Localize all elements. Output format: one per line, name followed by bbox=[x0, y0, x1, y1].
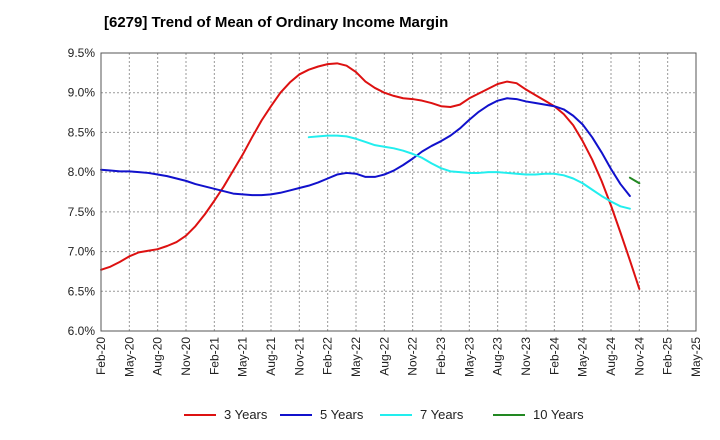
legend-label: 3 Years bbox=[224, 407, 268, 422]
x-tick-label: May-24 bbox=[576, 337, 590, 377]
axes-layer: 6.0% 6.5% 7.0% 7.5% 8.0% 8.5% 9.0% 9.5% Feb-20 Ma… bbox=[68, 46, 703, 377]
y-tick-label: 8.0% bbox=[68, 165, 96, 179]
y-tick-label: 8.5% bbox=[68, 125, 96, 139]
y-tick-label: 9.5% bbox=[68, 46, 96, 60]
x-tick-label: Feb-22 bbox=[321, 337, 335, 375]
x-tick-label: Nov-20 bbox=[179, 337, 193, 376]
legend-label: 5 Years bbox=[320, 407, 364, 422]
x-tick-label: Aug-23 bbox=[491, 337, 505, 376]
y-tick-label: 6.0% bbox=[68, 324, 96, 338]
x-tick-label: Feb-21 bbox=[207, 337, 221, 375]
x-tick-label: Nov-23 bbox=[519, 337, 533, 376]
x-tick-label: May-21 bbox=[236, 337, 250, 377]
x-tick-label: Feb-24 bbox=[547, 337, 561, 375]
x-tick-label: Aug-21 bbox=[264, 337, 278, 376]
series-line-10-years bbox=[628, 176, 641, 185]
x-tick-label: Aug-24 bbox=[604, 337, 618, 376]
x-tick-label: Aug-22 bbox=[377, 337, 391, 376]
x-tick-label: Nov-21 bbox=[292, 337, 306, 376]
legend-layer: 3 Years 5 Years 7 Years 10 Years bbox=[184, 407, 584, 422]
plot-frame bbox=[100, 52, 697, 332]
legend-label: 10 Years bbox=[533, 407, 584, 422]
x-tick-label: Nov-22 bbox=[406, 337, 420, 376]
y-tick-label: 7.0% bbox=[68, 245, 96, 259]
x-tick-label: May-20 bbox=[122, 337, 136, 377]
series-line-5-years bbox=[100, 97, 631, 197]
x-tick-label: Feb-25 bbox=[661, 337, 675, 375]
x-tick-label: May-22 bbox=[349, 337, 363, 377]
series-line-7-years bbox=[307, 134, 631, 210]
x-tick-label: Feb-23 bbox=[434, 337, 448, 375]
x-tick-label: Feb-20 bbox=[94, 337, 108, 375]
legend-label: 7 Years bbox=[420, 407, 464, 422]
x-tick-label: May-23 bbox=[462, 337, 476, 377]
series-layer bbox=[100, 62, 641, 290]
chart-title: [6279] Trend of Mean of Ordinary Income … bbox=[104, 14, 449, 31]
series-line-3-years bbox=[100, 62, 641, 290]
x-tick-label: Nov-24 bbox=[632, 337, 646, 376]
x-tick-label: May-25 bbox=[689, 337, 703, 377]
y-tick-label: 9.0% bbox=[68, 86, 96, 100]
y-tick-label: 6.5% bbox=[68, 284, 96, 298]
y-tick-label: 7.5% bbox=[68, 205, 96, 219]
x-tick-label: Aug-20 bbox=[151, 337, 165, 376]
